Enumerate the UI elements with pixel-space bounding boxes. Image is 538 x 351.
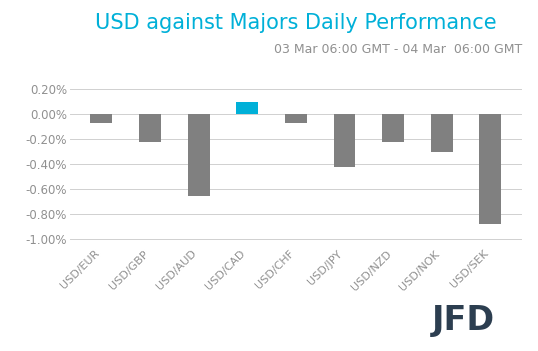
Bar	[139, 114, 161, 142]
Title: USD against Majors Daily Performance: USD against Majors Daily Performance	[95, 13, 497, 33]
Text: JFD: JFD	[432, 304, 495, 337]
Bar	[236, 101, 258, 114]
Bar	[479, 114, 501, 224]
Bar	[431, 114, 452, 152]
Text: 03 Mar 06:00 GMT - 04 Mar  06:00 GMT: 03 Mar 06:00 GMT - 04 Mar 06:00 GMT	[274, 43, 522, 56]
Bar	[334, 114, 356, 167]
Bar	[285, 114, 307, 123]
Bar	[188, 114, 210, 196]
Bar	[90, 114, 112, 123]
Bar	[382, 114, 404, 142]
